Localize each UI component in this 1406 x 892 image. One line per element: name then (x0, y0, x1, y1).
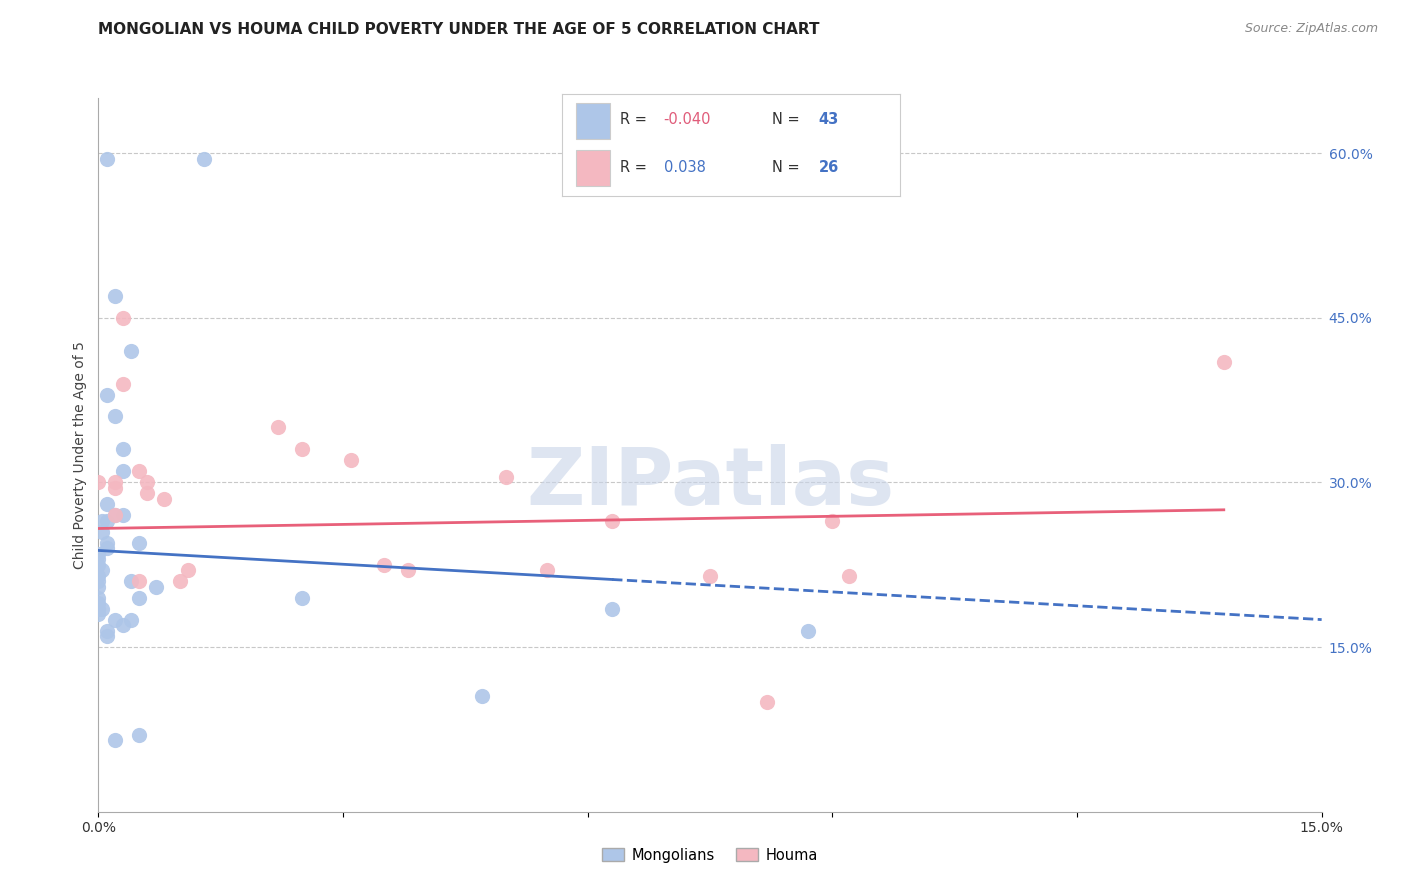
Point (471, 690, 494, 704)
Point (104, 289, 127, 303)
Point (96, 152, 118, 166)
Point (96, 387, 118, 401)
Text: R =: R = (620, 160, 655, 175)
Text: 26: 26 (818, 160, 839, 175)
Text: -0.040: -0.040 (664, 112, 711, 128)
Text: Source: ZipAtlas.com: Source: ZipAtlas.com (1244, 22, 1378, 36)
Point (96, 497, 118, 511)
Point (96, 514, 118, 528)
Point (169, 574, 191, 589)
Point (87, 596, 110, 610)
Point (600, 601, 623, 615)
Point (96, 535, 118, 549)
Point (136, 486, 159, 500)
Text: 0.038: 0.038 (664, 160, 706, 175)
Point (91, 601, 114, 615)
Point (120, 574, 142, 589)
Legend: Mongolians, Houma: Mongolians, Houma (596, 842, 824, 869)
Point (91, 563, 114, 577)
Text: N =: N = (772, 160, 804, 175)
Point (96, 629, 118, 643)
Point (104, 475, 127, 490)
Point (104, 733, 127, 747)
Point (128, 591, 150, 605)
Point (104, 481, 127, 495)
Point (128, 728, 150, 742)
Point (104, 508, 127, 523)
Point (396, 563, 419, 577)
Point (111, 376, 134, 391)
Point (291, 591, 314, 605)
Point (373, 558, 395, 572)
Point (128, 574, 150, 589)
Point (136, 475, 159, 490)
Point (87, 475, 110, 490)
Point (600, 514, 623, 528)
Point (120, 343, 142, 358)
Point (87, 574, 110, 589)
Text: 43: 43 (818, 112, 839, 128)
Point (91, 514, 114, 528)
Point (495, 470, 517, 484)
Point (128, 535, 150, 549)
Point (111, 442, 134, 457)
Text: R =: R = (620, 112, 651, 128)
Point (699, 568, 721, 582)
Point (838, 568, 860, 582)
Point (152, 491, 174, 506)
Point (111, 508, 134, 523)
Point (120, 613, 142, 627)
Point (91, 524, 114, 539)
Point (87, 580, 110, 594)
Point (87, 607, 110, 621)
Text: MONGOLIAN VS HOUMA CHILD POVERTY UNDER THE AGE OF 5 CORRELATION CHART: MONGOLIAN VS HOUMA CHILD POVERTY UNDER T… (98, 22, 820, 37)
Point (111, 464, 134, 478)
Point (128, 464, 150, 478)
Point (104, 508, 127, 523)
Point (87, 568, 110, 582)
Point (87, 601, 110, 615)
Point (87, 552, 110, 566)
Point (797, 624, 820, 638)
FancyBboxPatch shape (576, 150, 610, 186)
Point (87, 591, 110, 605)
Point (87, 558, 110, 572)
Point (1212, 354, 1234, 368)
Point (536, 563, 558, 577)
Point (111, 618, 134, 632)
Point (291, 442, 314, 457)
Point (111, 310, 134, 325)
Point (104, 409, 127, 424)
Point (104, 613, 127, 627)
Point (87, 547, 110, 561)
Point (177, 563, 200, 577)
Point (96, 541, 118, 556)
Point (145, 580, 167, 594)
Point (96, 624, 118, 638)
Text: N =: N = (772, 112, 804, 128)
Point (267, 420, 290, 434)
Point (756, 695, 779, 709)
Text: ZIPatlas: ZIPatlas (526, 444, 894, 523)
FancyBboxPatch shape (576, 103, 610, 139)
Point (193, 152, 215, 166)
Point (821, 514, 844, 528)
Y-axis label: Child Poverty Under the Age of 5: Child Poverty Under the Age of 5 (73, 341, 87, 569)
Point (340, 453, 363, 467)
